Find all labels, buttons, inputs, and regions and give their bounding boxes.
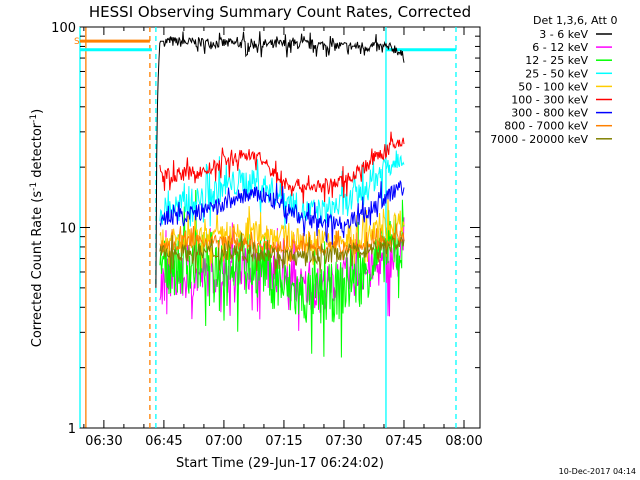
x-tick-label-5: 07:30	[325, 434, 362, 449]
y-axis-title-exp2: -1	[29, 114, 39, 123]
legend-label-2: 6 - 12 keV	[532, 41, 588, 54]
legend-label-8: 800 - 7000 keV	[504, 120, 588, 133]
legend-label-1: 3 - 6 keV	[539, 28, 588, 41]
x-tick-label-4: 07:15	[265, 434, 302, 449]
x-tick-label-3: 07:00	[205, 434, 242, 449]
series-line-7	[159, 180, 405, 245]
x-axis-title: Start Time (29-Jun-17 06:24:02)	[176, 456, 384, 471]
series-line-9	[159, 232, 405, 275]
y-tick-label-3: 100	[51, 21, 76, 36]
legend-label-4: 25 - 50 keV	[525, 67, 588, 80]
flag-label: S	[74, 37, 80, 47]
y-tick-label-1: 1	[68, 422, 76, 437]
y-axis-title-end: )	[30, 109, 45, 114]
plot-area-frame	[79, 26, 481, 429]
timestamp-label: 10-Dec-2017 04:14	[559, 467, 636, 476]
y-tick-label-2: 10	[59, 222, 76, 237]
x-tick-label-7: 08:00	[445, 434, 482, 449]
legend-label-9: 7000 - 20000 keV	[490, 133, 588, 146]
y-axis-title-exp1: -1	[29, 182, 39, 191]
x-tick-label-1: 06:30	[85, 434, 122, 449]
x-tick-label-6: 07:45	[385, 434, 422, 449]
legend-title: Det 1,3,6, Att 0	[533, 14, 617, 27]
legend-label-7: 300 - 800 keV	[511, 107, 588, 120]
legend-label-3: 12 - 25 keV	[525, 54, 588, 67]
series-line-8	[159, 223, 405, 263]
y-axis-title-main: Corrected Count Rate (s	[30, 191, 45, 348]
series-line-1	[155, 31, 405, 288]
legend-label-6: 100 - 300 keV	[511, 94, 588, 107]
chart-title: HESSI Observing Summary Count Rates, Cor…	[89, 3, 471, 21]
y-axis-title: Corrected Count Rate (s-1 detector-1)	[29, 109, 45, 347]
axes: 06:30 06:45 07:00 07:15 07:30 07:45 08:00 1 10 10…	[51, 21, 483, 449]
legend-label-5: 50 - 100 keV	[518, 80, 588, 93]
x-tick-label-2: 06:45	[145, 434, 182, 449]
series-group	[155, 31, 405, 358]
time-markers	[79, 27, 457, 428]
y-axis-title-mid: detector	[30, 122, 45, 182]
status-bars	[80, 39, 456, 52]
series-line-3	[159, 189, 405, 358]
